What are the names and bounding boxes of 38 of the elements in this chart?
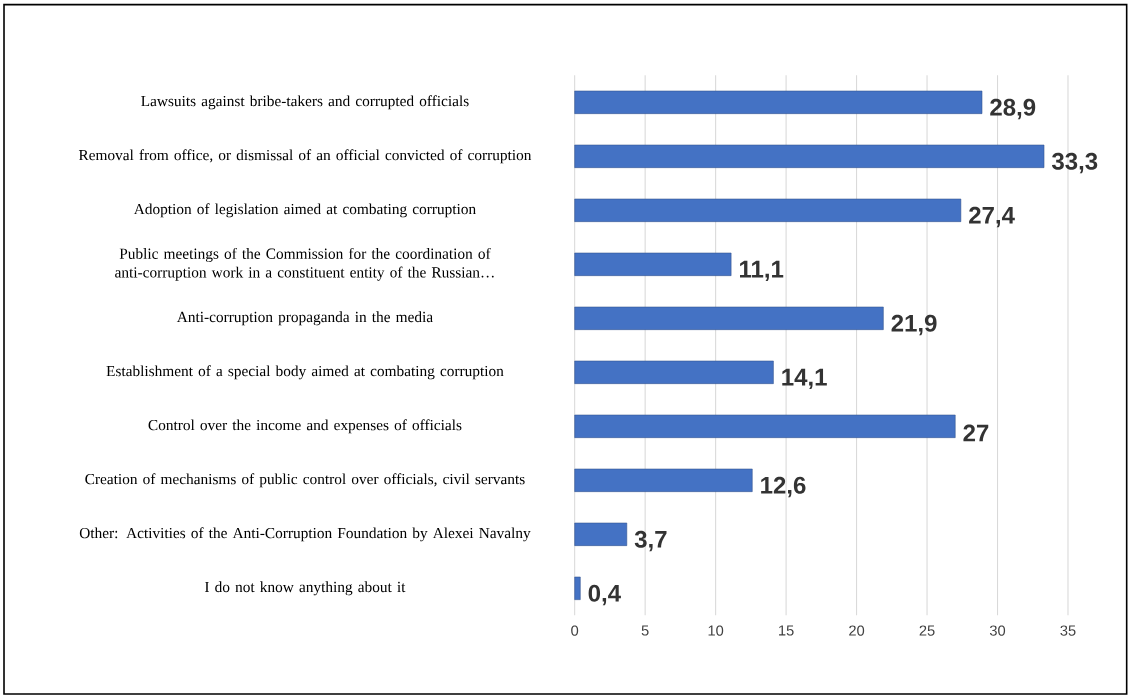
bar bbox=[574, 468, 753, 492]
y-tick-label: Other: Activities of the Anti-Corruption Foundation by Alexei Navalny bbox=[79, 527, 531, 542]
x-tick-label: 0 bbox=[571, 625, 579, 636]
y-tick-label: Adoption of legislation aimed at combating corruption bbox=[133, 203, 476, 218]
y-tick-label: Control over the income and expenses of officials bbox=[148, 419, 462, 434]
bar bbox=[574, 306, 884, 330]
bar bbox=[574, 252, 732, 276]
data-label: 14,1 bbox=[782, 368, 827, 390]
x-tick-label: 10 bbox=[708, 625, 724, 636]
bar bbox=[574, 90, 983, 114]
y-tick-label: Anti-corruption propaganda in the media bbox=[176, 311, 433, 326]
bar bbox=[574, 360, 774, 384]
bar bbox=[574, 522, 628, 546]
x-tick-label: 5 bbox=[641, 625, 649, 636]
bar bbox=[574, 144, 1045, 168]
data-label: 12,6 bbox=[761, 476, 806, 498]
bar bbox=[574, 576, 581, 600]
data-label: 21,9 bbox=[891, 314, 937, 336]
y-tick-label: Lawsuits against bribe-takers and corrupted officials bbox=[141, 95, 469, 110]
y-tick-label: Removal from office, or dismissal of an official convicted of corruption bbox=[78, 149, 532, 164]
data-label: 27 bbox=[963, 424, 989, 442]
bar bbox=[574, 198, 962, 222]
data-label: 11,1 bbox=[740, 260, 784, 282]
y-tick-label: Creation of mechanisms of public control over officials, civil servants bbox=[85, 473, 525, 488]
y-tick-label: Establishment of a special body aimed at combating corruption bbox=[106, 365, 504, 380]
data-label: 33,3 bbox=[1051, 152, 1098, 174]
x-tick-label: 20 bbox=[849, 625, 865, 636]
x-tick-label: 35 bbox=[1060, 625, 1076, 636]
data-label: 0,4 bbox=[588, 584, 621, 606]
x-tick-label: 15 bbox=[779, 625, 794, 636]
y-tick-label: I do not know anything about it bbox=[204, 581, 406, 596]
x-tick-label: 25 bbox=[919, 625, 935, 636]
data-label: 3,7 bbox=[634, 530, 667, 552]
bar bbox=[574, 414, 956, 438]
x-tick-label: 30 bbox=[989, 625, 1006, 636]
data-label: 28,9 bbox=[990, 98, 1036, 120]
y-tick-label: Public meetings of the Commission for the coordination of anti-corruption work in a constituent entity of the Russian… bbox=[115, 247, 494, 281]
data-label: 27,4 bbox=[969, 206, 1015, 228]
